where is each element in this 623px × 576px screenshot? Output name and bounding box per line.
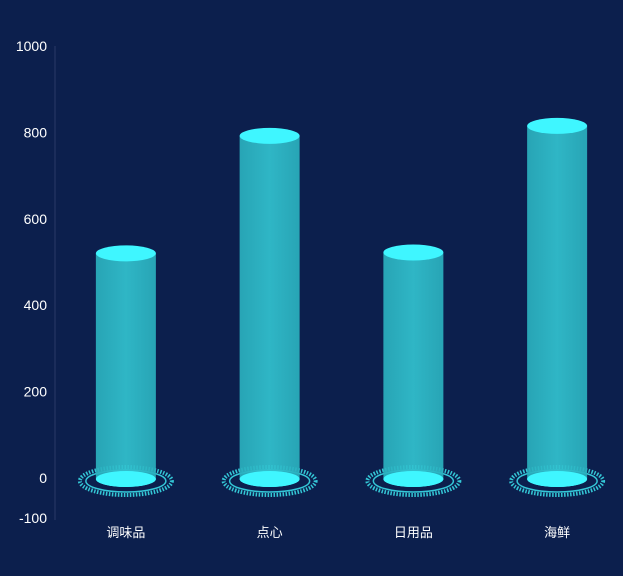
y-axis-ticks: 1000 800 600 400 200 0 -100 xyxy=(16,38,47,526)
bar-body xyxy=(527,125,588,479)
y-tick-label: 200 xyxy=(24,384,48,400)
bar-3 xyxy=(365,244,462,497)
x-tick-label: 调味品 xyxy=(106,526,145,541)
bar-top-cap xyxy=(95,245,156,262)
x-axis-labels: 调味品 点心 日用品 海鲜 xyxy=(106,526,570,541)
x-tick-label: 点心 xyxy=(257,526,283,541)
bar-top-cap xyxy=(239,127,300,144)
bar-top-cap xyxy=(383,244,444,261)
bar-top-cap xyxy=(527,117,588,134)
bar-1 xyxy=(77,245,174,497)
bar-bottom-face xyxy=(95,471,156,487)
bar-4 xyxy=(509,117,606,497)
bar-2 xyxy=(221,127,318,497)
bar-body xyxy=(95,253,156,478)
bar-body xyxy=(239,135,300,478)
bar-bottom-face xyxy=(383,471,444,487)
y-tick-label: -100 xyxy=(19,510,47,526)
bar-series xyxy=(77,117,606,497)
y-tick-label: 600 xyxy=(24,211,48,227)
x-tick-label: 海鲜 xyxy=(544,526,570,541)
y-tick-label: 0 xyxy=(39,470,47,486)
bar-bottom-face xyxy=(239,471,300,487)
y-tick-label: 400 xyxy=(24,297,48,313)
y-tick-label: 800 xyxy=(24,124,48,140)
bar-bottom-face xyxy=(527,471,588,487)
bar-body xyxy=(383,252,444,478)
x-tick-label: 日用品 xyxy=(394,526,433,541)
y-tick-label: 1000 xyxy=(16,38,47,54)
